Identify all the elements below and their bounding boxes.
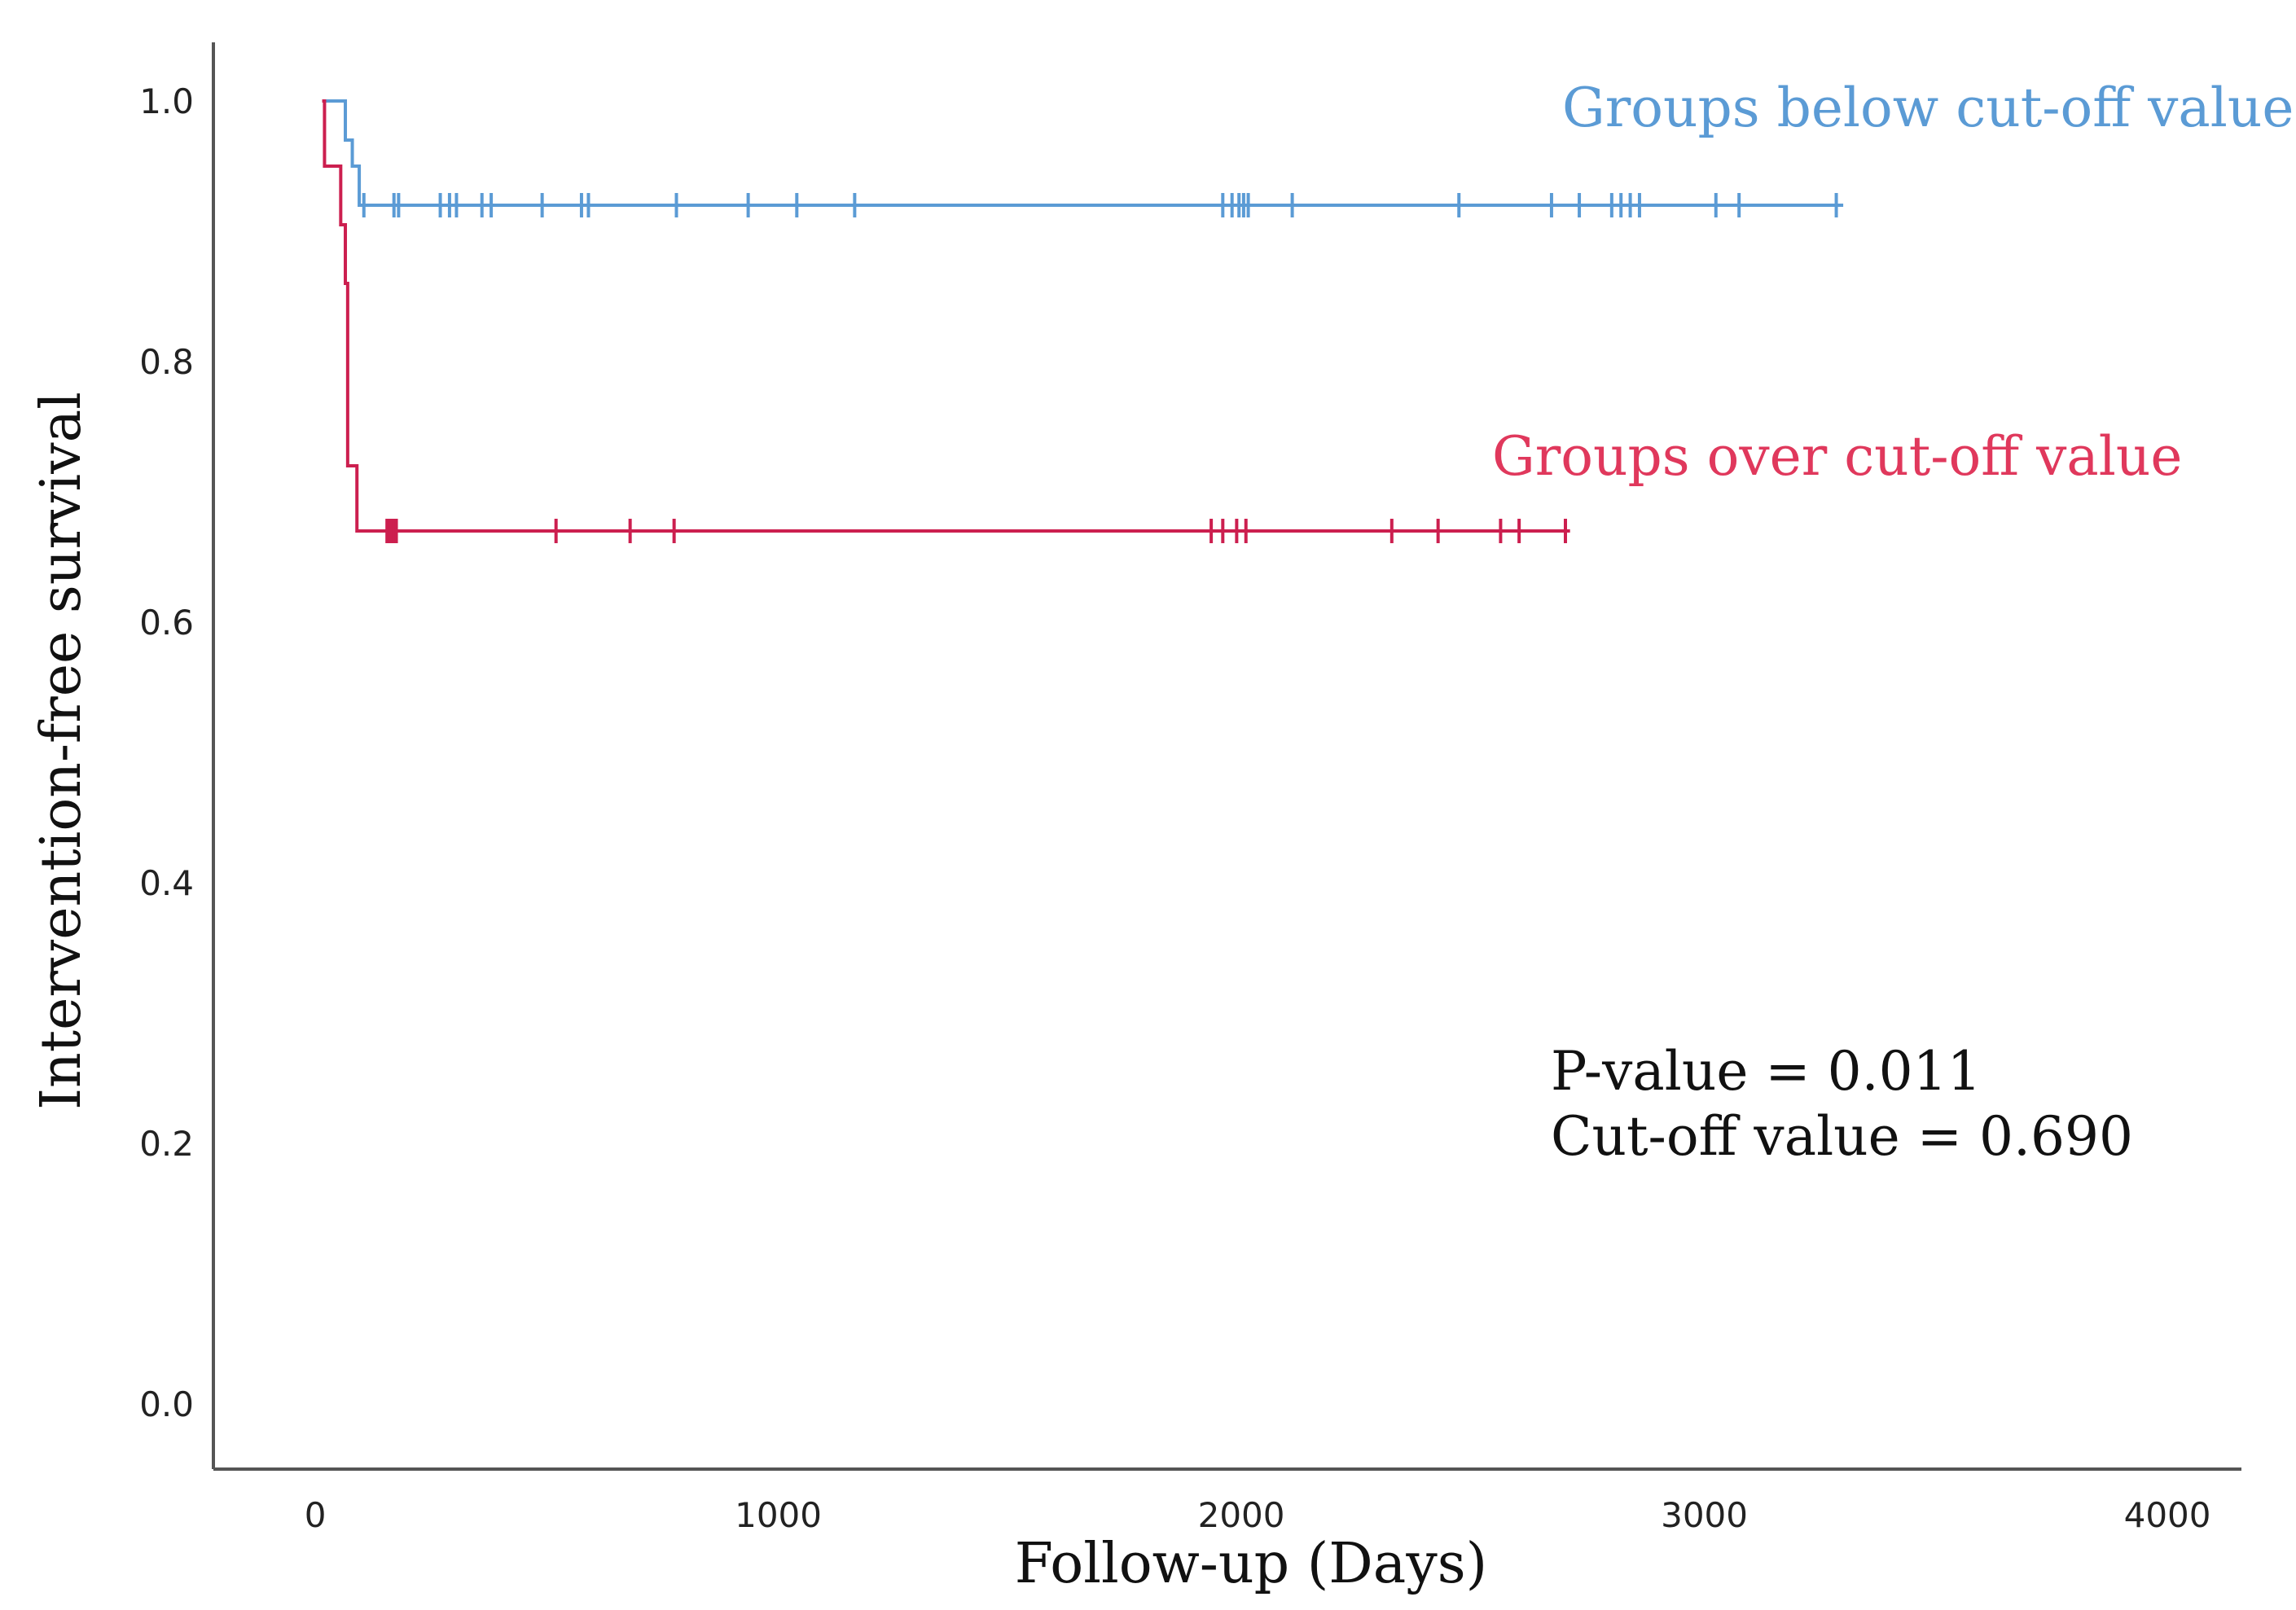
x-tick-labels: 0 1000 2000 3000 4000 (305, 1495, 2211, 1535)
x-tick-label: 2000 (1198, 1495, 1285, 1535)
p-value-annotation: P-value = 0.011 (1551, 1040, 1982, 1103)
series-line-below-cutoff (322, 99, 1844, 207)
legend-over-cutoff: Groups over cut-off value (1492, 425, 2182, 488)
y-tick-label: 0.4 (139, 863, 194, 903)
series-group (322, 99, 1844, 217)
x-tick-label: 1000 (735, 1495, 822, 1535)
y-tick-label: 1.0 (139, 81, 194, 121)
axes (212, 42, 2241, 1471)
cutoff-value-annotation: Cut-off value = 0.690 (1551, 1105, 2133, 1168)
y-tick-labels: 0.0 0.2 0.4 0.6 0.8 1.0 (139, 81, 194, 1424)
legend-below-cutoff: Groups below cut-off value (1562, 77, 2294, 139)
y-tick-label: 0.6 (139, 603, 194, 643)
y-tick-label: 0.8 (139, 342, 194, 382)
x-tick-label: 3000 (1661, 1495, 1748, 1535)
x-tick-label: 4000 (2124, 1495, 2211, 1535)
series-layer (322, 99, 1844, 543)
y-tick-label: 0.0 (139, 1384, 194, 1424)
x-tick-label: 0 (305, 1495, 327, 1535)
series-line-over-cutoff (322, 99, 1570, 533)
series-group (322, 99, 1570, 543)
y-tick-label: 0.2 (139, 1124, 194, 1164)
x-axis-title: Follow-up (Days) (1015, 1532, 1487, 1596)
y-axis-title: Intervention-free survival (29, 392, 94, 1110)
